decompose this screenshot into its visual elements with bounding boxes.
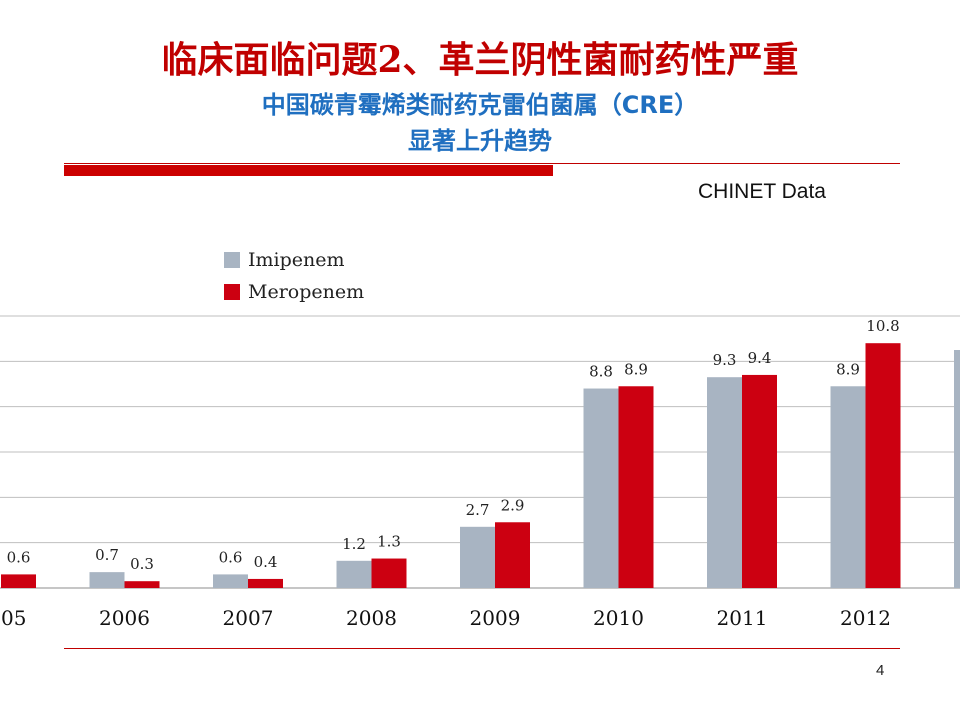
data-label-imipenem-2012: 8.9 xyxy=(836,360,860,378)
header-divider-thick xyxy=(64,165,553,176)
data-label-meropenem-2012: 10.8 xyxy=(866,317,899,335)
x-tick-label-2008: 2008 xyxy=(346,606,397,630)
data-label-imipenem-2006: 0.7 xyxy=(95,546,119,564)
bar-imipenem-2007 xyxy=(213,574,248,588)
legend-swatch-imipenem xyxy=(224,252,240,268)
legend-item-meropenem: Meropenem xyxy=(224,281,364,303)
legend-label-meropenem: Meropenem xyxy=(248,281,365,303)
bar-imipenem-2009 xyxy=(460,526,495,588)
bar-imipenem-2008 xyxy=(336,560,372,588)
x-tick-label-2007: 2007 xyxy=(223,606,274,630)
slide-subtitle-line1: 中国碳青霉烯类耐药克雷伯菌属（CRE） xyxy=(261,91,699,119)
bar-imipenem-2013 xyxy=(954,350,960,588)
bar-meropenem-2012 xyxy=(865,343,901,588)
header-divider-thin xyxy=(64,163,900,164)
data-label-imipenem-2010: 8.8 xyxy=(589,363,613,381)
data-label-meropenem-2008: 1.3 xyxy=(377,533,401,551)
legend-item-imipenem: Imipenem xyxy=(224,249,345,271)
data-label-meropenem-2007: 0.4 xyxy=(254,553,278,571)
x-tick-label-2006: 2006 xyxy=(99,606,150,630)
legend-swatch-meropenem xyxy=(224,284,240,300)
x-tick-label-2011: 2011 xyxy=(717,606,768,630)
bar-meropenem-2011 xyxy=(742,374,777,588)
slide-title: 临床面临问题2、革兰阴性菌耐药性严重 xyxy=(161,39,799,81)
page-number: 4 xyxy=(876,662,885,679)
data-label-meropenem-2009: 2.9 xyxy=(501,496,525,514)
data-label-imipenem-2008: 1.2 xyxy=(342,535,366,553)
bar-meropenem-2009 xyxy=(495,522,530,588)
data-label-meropenem-2006: 0.3 xyxy=(130,555,154,573)
bar-imipenem-2012 xyxy=(830,386,866,588)
data-label-meropenem-2005: 0.6 xyxy=(7,548,31,566)
data-source-label: CHINET Data xyxy=(698,180,826,203)
x-tick-label-2005: 2005 xyxy=(0,606,26,630)
bar-imipenem-2010 xyxy=(583,388,619,588)
bar-imipenem-2011 xyxy=(707,377,742,588)
bar-imipenem-2006 xyxy=(89,572,125,588)
bar-meropenem-2005 xyxy=(1,574,36,588)
x-tick-label-2012: 2012 xyxy=(840,606,891,630)
data-label-imipenem-2011: 9.3 xyxy=(713,351,737,369)
footer-divider xyxy=(64,648,900,649)
bar-meropenem-2007 xyxy=(248,578,283,588)
bar-meropenem-2008 xyxy=(371,558,407,588)
x-tick-label-2009: 2009 xyxy=(470,606,521,630)
slide-subtitle-line2: 显著上升趋势 xyxy=(408,127,552,155)
legend-label-imipenem: Imipenem xyxy=(248,249,345,271)
data-label-imipenem-2009: 2.7 xyxy=(466,501,490,519)
data-label-meropenem-2010: 8.9 xyxy=(624,360,648,378)
data-label-imipenem-2007: 0.6 xyxy=(219,548,243,566)
bar-meropenem-2006 xyxy=(124,581,160,588)
bar-meropenem-2010 xyxy=(618,386,654,588)
data-label-meropenem-2011: 9.4 xyxy=(748,349,772,367)
x-tick-label-2010: 2010 xyxy=(593,606,644,630)
